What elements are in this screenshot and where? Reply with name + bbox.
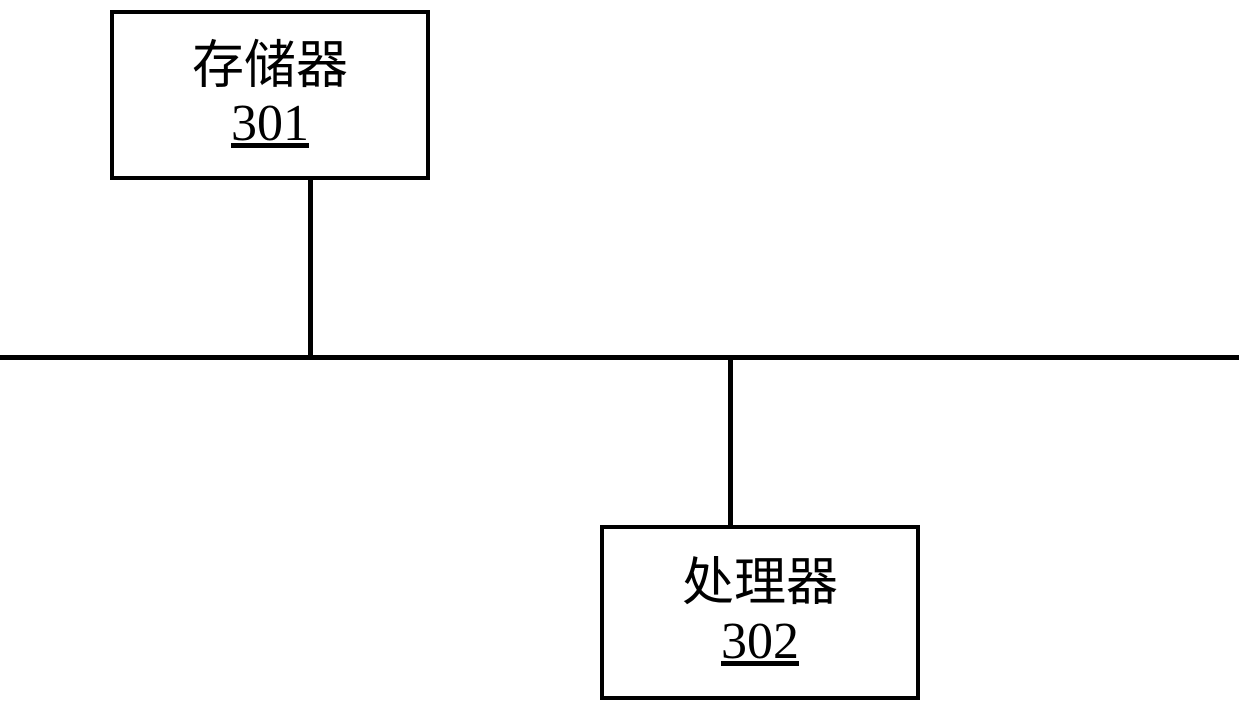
node-label-processor: 处理器: [682, 555, 838, 612]
bus-line: [0, 355, 1239, 360]
node-memory: 存储器301: [110, 10, 430, 180]
node-processor: 处理器302: [600, 525, 920, 700]
node-number-processor: 302: [721, 613, 799, 670]
node-number-memory: 301: [231, 95, 309, 152]
node-label-memory: 存储器: [192, 38, 348, 95]
connector-memory: [308, 180, 313, 355]
connector-processor: [728, 360, 733, 525]
